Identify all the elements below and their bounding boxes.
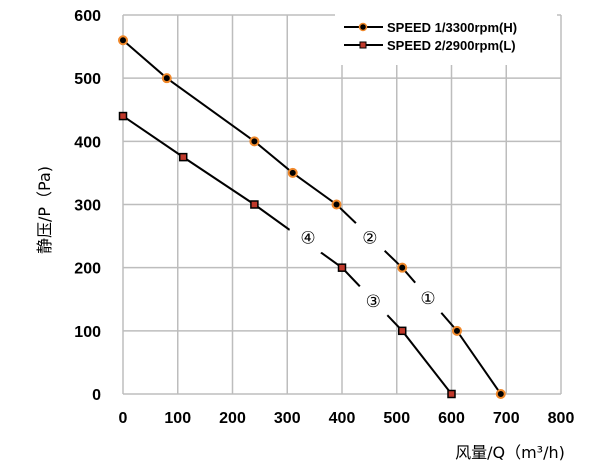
legend: SPEED 1/3300rpm(H) SPEED 2/2900rpm(L): [335, 13, 557, 65]
y-tick-label: 0: [92, 387, 101, 404]
annotation-gap: [349, 217, 390, 258]
y-tick-label: 300: [74, 198, 101, 215]
data-point-circle: [287, 167, 298, 178]
y-tick-label: 200: [74, 261, 101, 278]
legend-marker-circle: [358, 22, 368, 32]
y-tick-label: 100: [74, 324, 101, 341]
data-point-square: [337, 263, 347, 272]
x-tick-label: 0: [119, 410, 128, 427]
data-point-square: [397, 326, 407, 336]
x-tick-label: 300: [274, 410, 301, 427]
data-point-circle: [249, 136, 260, 147]
annotation-label: ①: [420, 289, 435, 309]
annotations: ④ ② ③ ①: [288, 217, 448, 322]
annotation-gap: [407, 277, 448, 318]
x-axis-label: 风量/Q（m³/h): [455, 443, 565, 462]
y-tick-label: 600: [74, 8, 101, 25]
legend-box: [335, 13, 557, 65]
annotation-label: ②: [362, 228, 377, 248]
y-axis-label: 静压/P（Pa): [35, 166, 54, 254]
legend-label: SPEED 2/2900rpm(L): [387, 38, 516, 53]
data-point-circle: [331, 199, 342, 210]
data-point-circle: [161, 73, 172, 84]
series-lines: [122, 39, 502, 395]
series-markers: [118, 35, 506, 399]
data-point-circle: [495, 389, 506, 399]
grid: [122, 14, 562, 395]
x-tick-label: 600: [438, 410, 465, 427]
x-tick-label: 500: [383, 410, 410, 427]
data-point-circle: [451, 325, 462, 336]
x-tick-label: 400: [329, 410, 356, 427]
data-point-circle: [118, 35, 128, 46]
data-point-square: [447, 389, 456, 399]
legend-label: SPEED 1/3300rpm(H): [387, 20, 517, 35]
annotation-label: ③: [366, 292, 381, 312]
data-point-square: [178, 152, 188, 162]
data-point-circle: [397, 262, 408, 273]
data-point-square: [250, 200, 259, 209]
y-tick-label: 500: [74, 71, 101, 88]
tick-labels: 0 100 200 300 400 500 600 700 800 0 100 200 300 400 50…: [74, 8, 574, 427]
annotation-gap: [353, 281, 394, 322]
x-tick-label: 800: [548, 410, 575, 427]
legend-marker-square: [359, 41, 367, 49]
annotation-gap: [288, 217, 329, 258]
x-tick-label: 100: [164, 410, 191, 427]
x-tick-label: 700: [493, 410, 520, 427]
x-tick-label: 200: [219, 410, 246, 427]
annotation-label: ④: [300, 228, 315, 248]
series-line-1: [122, 39, 502, 395]
data-point-square: [118, 111, 128, 121]
y-tick-label: 400: [74, 134, 101, 151]
